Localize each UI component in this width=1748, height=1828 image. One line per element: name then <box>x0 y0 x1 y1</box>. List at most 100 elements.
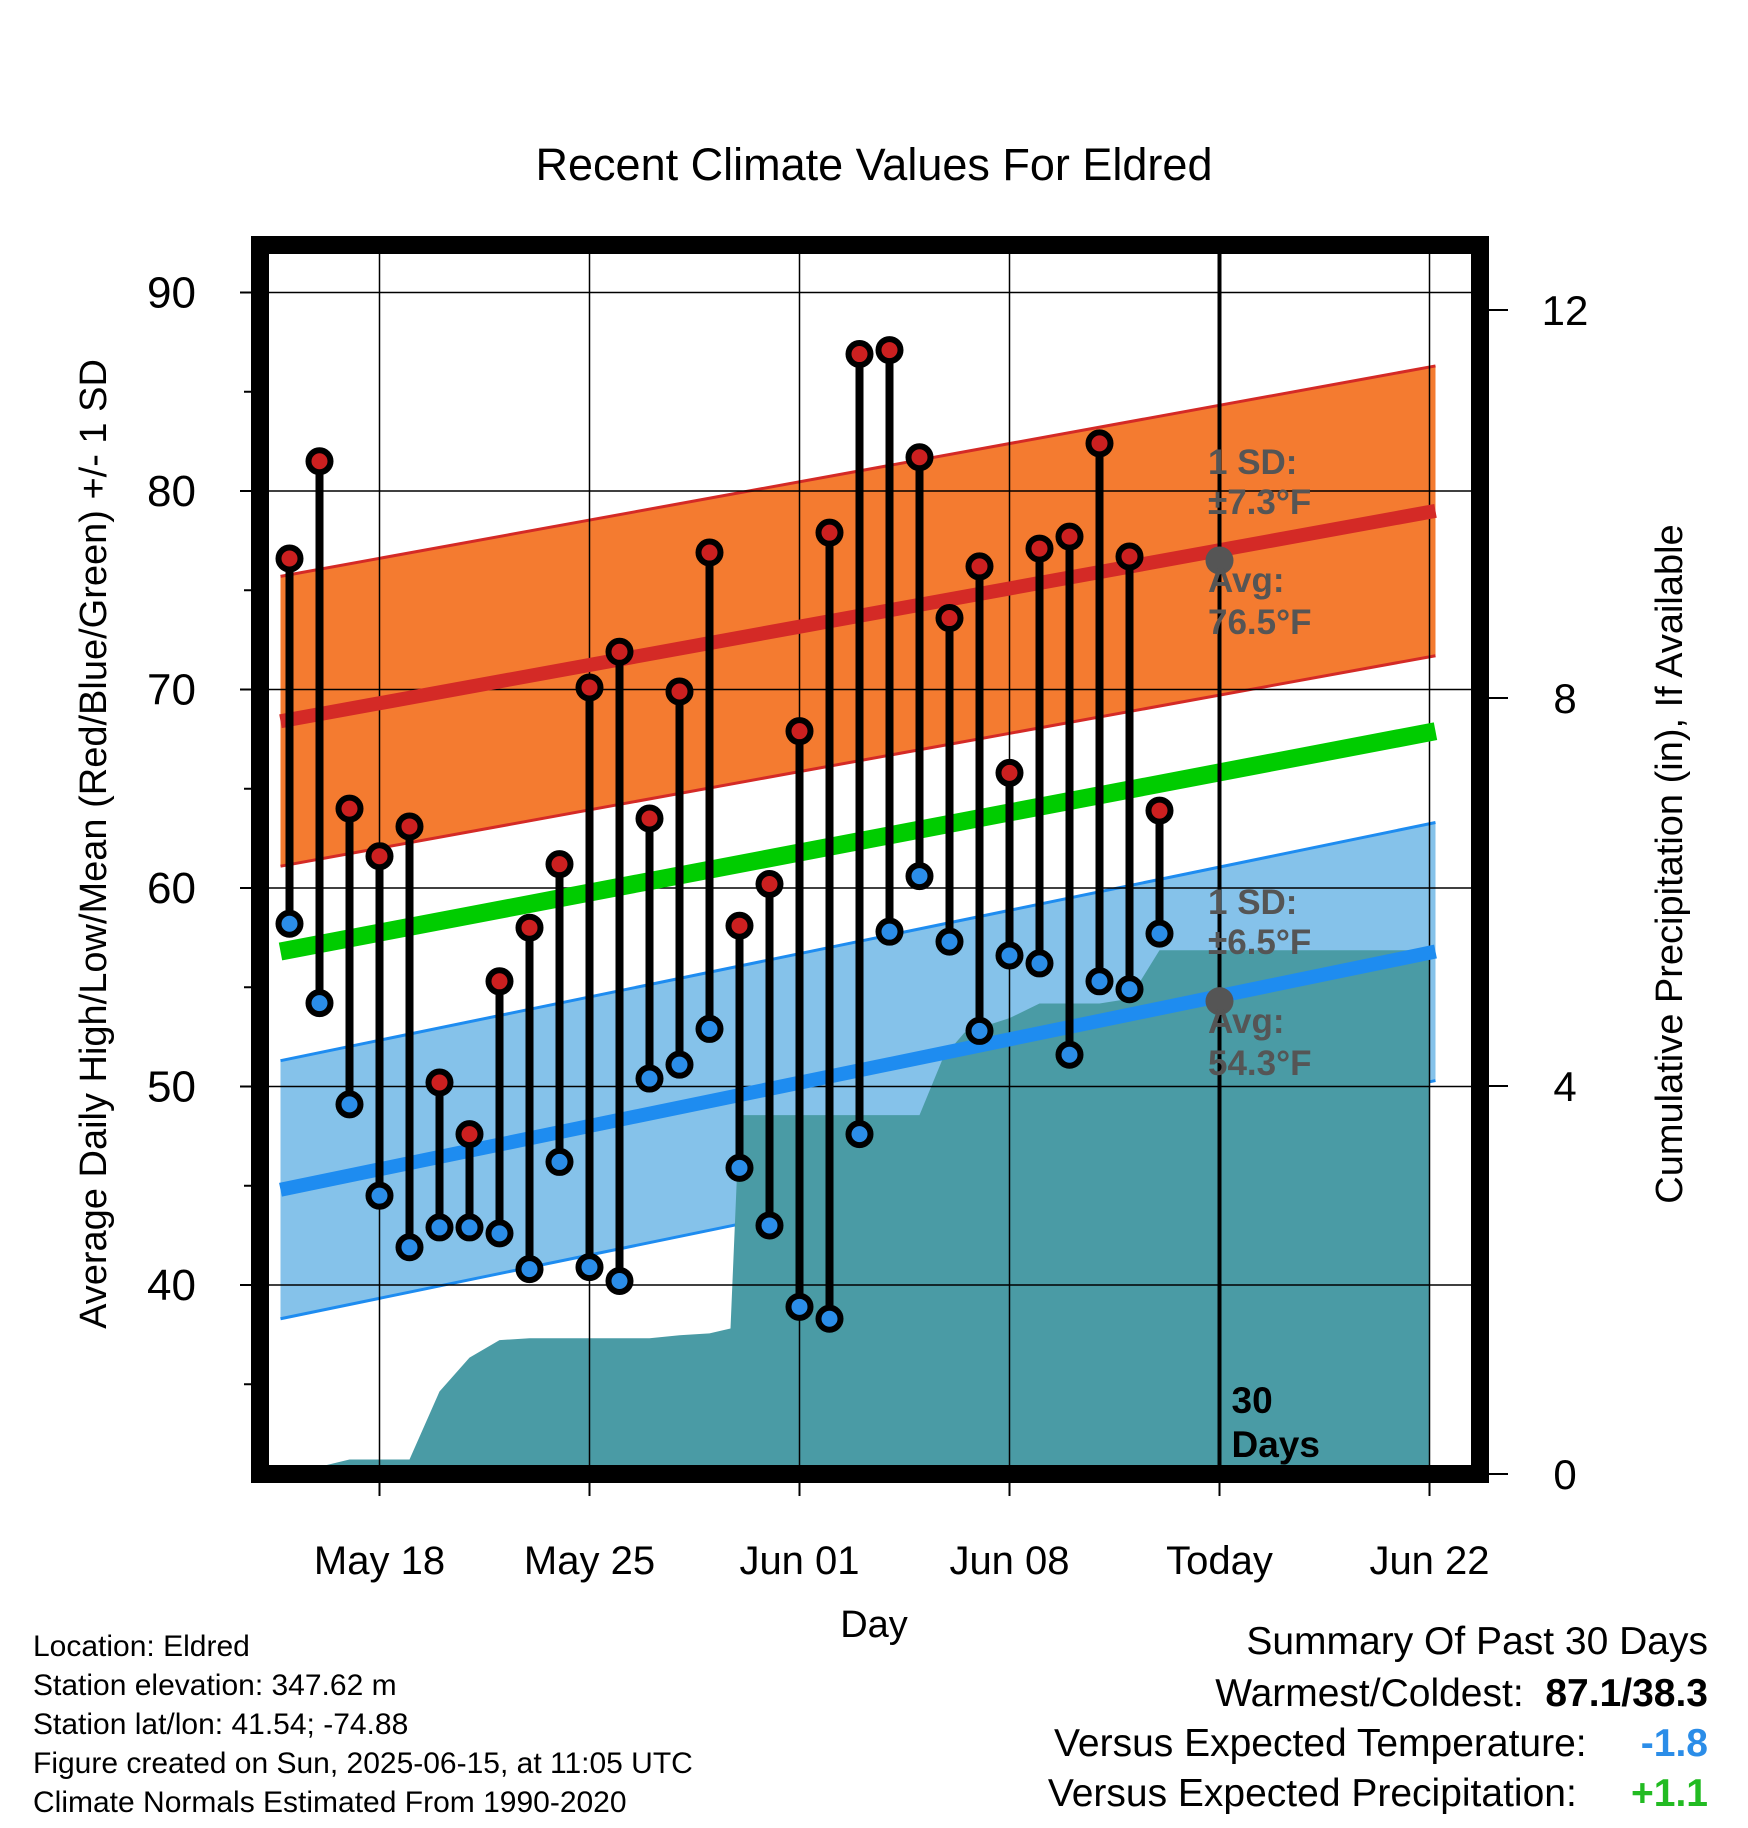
daily-low-point <box>395 1233 424 1262</box>
warm-cold-label: Warmest/Coldest: <box>1215 1672 1524 1715</box>
daily-high-point <box>845 340 874 369</box>
daily-low-point <box>365 1181 394 1210</box>
high-sd-label: 1 SD: <box>1208 443 1297 482</box>
daily-low-point <box>665 1050 694 1079</box>
x-tick-label: May 18 <box>314 1539 445 1583</box>
daily-high-point <box>965 552 994 581</box>
daily-low-point <box>995 941 1024 970</box>
summary-title: Summary Of Past 30 Days <box>1246 1620 1708 1663</box>
y-axis-label: Average Daily High/Low/Mean (Red/Blue/Gr… <box>73 359 115 1329</box>
daily-high-point <box>275 544 304 573</box>
daily-high-point <box>515 913 544 942</box>
daily-low-point <box>515 1255 544 1284</box>
x-tick-label: Jun 01 <box>739 1539 859 1583</box>
daily-high-point <box>365 842 394 871</box>
warm-cold-value: 87.1/38.3 <box>1545 1672 1708 1715</box>
y2-tick-label: 12 <box>1542 287 1589 334</box>
summary-temp-anomaly: Versus Expected Temperature: -1.8 <box>1054 1722 1708 1766</box>
high-sd-value: ±7.3°F <box>1208 483 1311 522</box>
chart-title: Recent Climate Values For Eldred <box>536 139 1213 190</box>
x-tick-label: Jun 08 <box>949 1539 1069 1583</box>
y-tick-label: 60 <box>147 864 196 913</box>
summary-precip-anomaly: Versus Expected Precipitation: +1.1 <box>1048 1772 1708 1816</box>
high-avg-value: 76.5°F <box>1208 603 1312 642</box>
daily-high-point <box>575 673 604 702</box>
summary-warm-cold: Warmest/Coldest: 87.1/38.3 <box>1215 1672 1708 1716</box>
precip-anomaly-value: +1.1 <box>1631 1772 1708 1815</box>
daily-low-point <box>1055 1040 1084 1069</box>
daily-high-point <box>425 1068 454 1097</box>
y2-axis-label: Cumulative Precipitation (in), If Availa… <box>1649 524 1691 1203</box>
daily-low-point <box>425 1213 454 1242</box>
y-tick-label: 50 <box>147 1063 196 1112</box>
y-tick-label: 90 <box>147 269 196 318</box>
footer-latlon: Station lat/lon: 41.54; -74.88 <box>33 1708 409 1741</box>
daily-high-point <box>875 336 904 365</box>
x-tick-label: Jun 22 <box>1369 1539 1489 1583</box>
daily-low-point <box>1145 919 1174 948</box>
normal-high-marker <box>1205 546 1234 575</box>
daily-high-point <box>485 967 514 996</box>
low-avg-value: 54.3°F <box>1208 1044 1312 1083</box>
low-sd-value: ±6.5°F <box>1208 923 1311 962</box>
daily-low-point <box>785 1292 814 1321</box>
daily-high-point <box>635 804 664 833</box>
normal-low-marker <box>1205 987 1234 1016</box>
y-tick-label: 40 <box>147 1261 196 1310</box>
daily-high-point <box>905 443 934 472</box>
low-avg-label: Avg: <box>1208 1002 1284 1041</box>
x-axis-label: Day <box>840 1604 908 1646</box>
daily-high-point <box>1115 542 1144 571</box>
today-days-label: 30 <box>1232 1380 1273 1421</box>
temp-anomaly-label: Versus Expected Temperature: <box>1054 1722 1587 1765</box>
daily-high-point <box>335 794 364 823</box>
daily-low-point <box>755 1211 784 1240</box>
today-days-label: Days <box>1232 1424 1320 1465</box>
daily-low-point <box>935 927 964 956</box>
temp-anomaly-value: -1.8 <box>1640 1722 1708 1765</box>
daily-low-point <box>275 909 304 938</box>
precipitation-area <box>289 950 1430 1474</box>
daily-high-point <box>785 717 814 746</box>
footer-created: Figure created on Sun, 2025-06-15, at 11… <box>33 1747 693 1780</box>
low-sd-label: 1 SD: <box>1208 883 1297 922</box>
daily-low-point <box>305 989 334 1018</box>
daily-low-point <box>965 1016 994 1045</box>
daily-high-point <box>1145 796 1174 825</box>
daily-high-point <box>695 538 724 567</box>
daily-low-point <box>335 1090 364 1119</box>
x-tick-label: Today <box>1166 1539 1273 1583</box>
daily-low-point <box>605 1267 634 1296</box>
plot-frame <box>251 236 1489 1483</box>
precipitation-fill <box>289 950 1430 1474</box>
daily-low-point <box>845 1120 874 1149</box>
y-tick-label: 80 <box>147 467 196 516</box>
daily-high-point <box>815 518 844 547</box>
daily-low-point <box>455 1213 484 1242</box>
daily-high-point <box>665 677 694 706</box>
footer-location: Location: Eldred <box>33 1630 250 1663</box>
daily-low-point <box>815 1304 844 1333</box>
axes: 40 50 60 70 80 90 0 4 8 12 May 18 May 25 Jun 01 Jun 0… <box>147 269 1588 1584</box>
observations <box>275 336 1174 1333</box>
high-avg-label: Avg: <box>1208 561 1284 600</box>
daily-low-point <box>875 917 904 946</box>
y2-tick-label: 0 <box>1553 1451 1576 1498</box>
daily-high-point <box>1025 534 1054 563</box>
x-tick-label: May 25 <box>524 1539 655 1583</box>
daily-low-point <box>635 1064 664 1093</box>
daily-low-point <box>1025 949 1054 978</box>
daily-high-point <box>725 911 754 940</box>
plot-border <box>251 236 1489 1483</box>
daily-high-point <box>935 604 964 633</box>
daily-low-point <box>545 1147 574 1176</box>
daily-high-point <box>1055 522 1084 551</box>
daily-high-point <box>545 850 574 879</box>
daily-high-point <box>455 1120 484 1149</box>
precip-anomaly-label: Versus Expected Precipitation: <box>1047 1772 1577 1815</box>
daily-high-point <box>605 637 634 666</box>
daily-low-point <box>485 1219 514 1248</box>
y2-tick-label: 8 <box>1553 675 1576 722</box>
